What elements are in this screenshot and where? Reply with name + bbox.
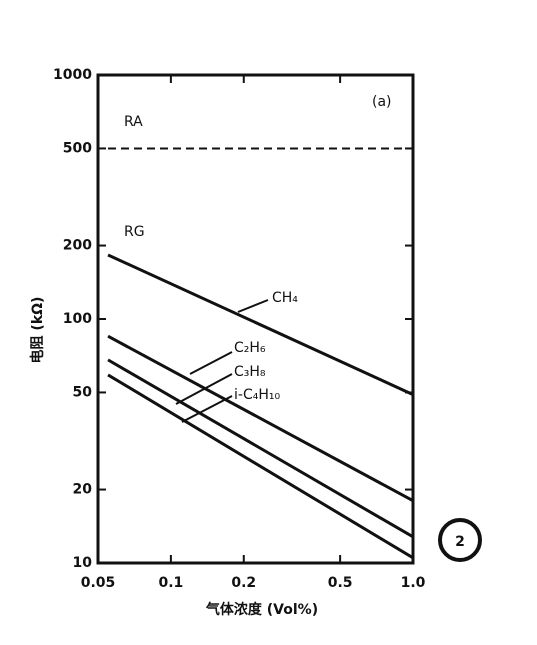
series-label: i-C₄H₁₀	[234, 387, 280, 403]
badge: 2	[455, 534, 465, 550]
x-tick-label: 0.5	[328, 575, 353, 591]
x-tick-label: 0.05	[81, 575, 116, 591]
panel-label: (a)	[372, 94, 392, 110]
series-label: CH₄	[272, 290, 298, 306]
x-tick-label: 0.1	[158, 575, 183, 591]
y-tick-label: 1000	[53, 67, 92, 83]
series-label: C₂H₆	[234, 340, 266, 356]
series-line	[107, 358, 414, 539]
y-tick-label: 100	[63, 311, 92, 327]
series-label: RA	[124, 114, 143, 130]
x-tick-label: 0.2	[231, 575, 256, 591]
badge-circle	[438, 518, 482, 562]
y-axis-label: 电阻 (kΩ)	[29, 297, 46, 364]
y-tick-label: 200	[63, 238, 92, 254]
leader-line	[181, 395, 233, 423]
leader-line	[189, 351, 233, 375]
x-axis-label: 气体浓度 (Vol%)	[205, 601, 318, 618]
x-tick-label: 1.0	[401, 575, 426, 591]
y-tick-label: 10	[73, 555, 93, 571]
series-label: C₃H₈	[234, 364, 266, 380]
y-tick-label: 500	[63, 140, 92, 156]
leader-line	[237, 299, 269, 313]
series-line	[107, 253, 414, 396]
y-tick-label: 20	[73, 482, 93, 498]
series-line	[107, 334, 414, 503]
y-tick-label: 50	[73, 384, 93, 400]
curve-label: RG	[124, 224, 145, 240]
series-line	[107, 373, 414, 560]
leader-line	[175, 373, 233, 405]
